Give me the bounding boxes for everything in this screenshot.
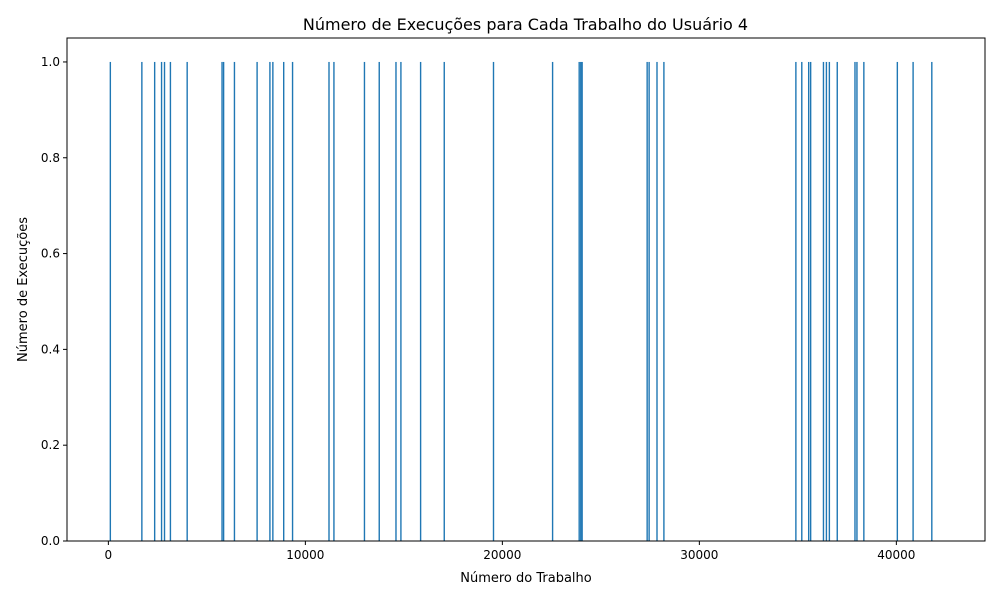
bar: [795, 61, 797, 541]
bar: [931, 61, 933, 541]
y-tick-label: 0.2: [41, 438, 60, 452]
bar: [578, 61, 580, 541]
bar: [328, 61, 330, 541]
x-axis-label: Número do Trabalho: [460, 571, 592, 586]
bar: [153, 61, 156, 541]
y-tick-label: 0.6: [41, 247, 60, 261]
bar: [807, 61, 810, 541]
bar: [828, 61, 831, 541]
bar: [663, 61, 665, 541]
bar: [378, 61, 380, 541]
bar: [272, 61, 274, 541]
bar: [809, 61, 812, 541]
bar: [160, 61, 163, 541]
bar: [551, 61, 554, 541]
bar: [269, 61, 271, 541]
bar: [443, 61, 445, 541]
bar: [169, 61, 172, 541]
y-tick-label: 0.4: [41, 342, 60, 356]
bar: [492, 61, 495, 541]
bar: [363, 61, 366, 541]
x-tick-label: 0: [105, 548, 113, 562]
bar: [419, 61, 422, 541]
bar: [854, 61, 856, 541]
x-axis-ticks: 0 10000 20000 30000 40000: [105, 541, 915, 562]
bar: [141, 61, 143, 541]
x-tick-label: 40000: [877, 548, 915, 562]
y-tick-label: 1.0: [41, 55, 60, 69]
bar: [801, 61, 803, 541]
plot-frame: [66, 37, 986, 542]
y-tick-label: 0.0: [41, 534, 60, 548]
bar: [856, 61, 858, 541]
x-tick-label: 20000: [483, 548, 521, 562]
bar: [581, 61, 583, 541]
bar: [291, 61, 294, 541]
bar: [283, 61, 285, 541]
x-tick-label: 30000: [680, 548, 718, 562]
bar: [333, 61, 335, 541]
bar: [221, 61, 223, 541]
bar: [825, 61, 828, 541]
bar: [822, 61, 825, 541]
bar: [648, 61, 650, 541]
bar: [836, 61, 838, 541]
bar: [896, 61, 899, 541]
bar: [233, 61, 236, 541]
bar: [186, 61, 188, 541]
bars-group: [109, 61, 933, 541]
y-axis-label: Número de Execuções: [16, 217, 31, 362]
bar: [580, 61, 582, 541]
bar: [256, 61, 258, 541]
bar: [163, 61, 166, 541]
chart-title: Número de Execuções para Cada Trabalho d…: [303, 15, 748, 34]
bar: [656, 61, 658, 541]
y-axis-ticks: 0.0 0.2 0.4 0.6 0.8 1.0: [41, 55, 67, 548]
bar: [912, 61, 914, 541]
bar: [109, 61, 112, 541]
bar: [646, 61, 648, 541]
bar: [400, 61, 402, 541]
bar: [863, 61, 865, 541]
bar: [222, 61, 225, 541]
x-tick-label: 10000: [286, 548, 324, 562]
bar: [395, 61, 397, 541]
y-tick-label: 0.8: [41, 151, 60, 165]
